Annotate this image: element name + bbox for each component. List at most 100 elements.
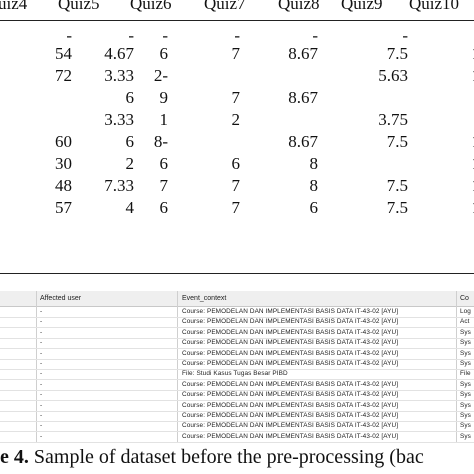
log-row[interactable]: - File: Studi Kasus Tugas Besar PIBD File [0, 369, 474, 381]
column-divider [177, 291, 178, 443]
figure-caption: e 4. Sample of dataset before the pre-pr… [0, 446, 474, 474]
table-cell: 3.33 [104, 110, 134, 129]
component-cell: Sys [460, 422, 471, 430]
event-context-cell: Course: PEMODELAN DAN IMPLEMENTASI BASIS… [182, 391, 399, 399]
table-cell: 1 [472, 44, 474, 64]
header-event-context[interactable]: Event_context [182, 295, 227, 302]
table-cell: 48 [55, 176, 72, 195]
table-cell: - [312, 26, 318, 45]
table-cell: 72 [55, 66, 72, 85]
table-cell: 2 [125, 154, 135, 173]
table-row: 57 4 6 7 6 7.5 1 [0, 198, 474, 220]
affected-user-cell: - [40, 401, 43, 409]
table-cell: 2- [153, 66, 168, 85]
table-cell: 3.33 [104, 66, 134, 85]
component-cell: Sys [460, 401, 471, 409]
log-row[interactable]: - Course: PEMODELAN DAN IMPLEMENTASI BASI… [0, 432, 474, 443]
component-cell: Sys [460, 349, 471, 357]
table-cell: 8 [309, 176, 319, 195]
log-row[interactable]: - Course: PEMODELAN DAN IMPLEMENTASI BASI… [0, 390, 474, 402]
affected-user-cell: - [40, 391, 43, 399]
log-row[interactable]: - Course: PEMODELAN DAN IMPLEMENTASI BASI… [0, 411, 474, 422]
table-cell: 3.75 [378, 110, 408, 129]
table-row: 30 2 6 6 8 1 [0, 154, 474, 176]
component-cell: Log [460, 308, 471, 315]
table-cell: 7.5 [386, 176, 408, 195]
log-row[interactable]: - Course: PEMODELAN DAN IMPLEMENTASI BASI… [0, 349, 474, 360]
scores-table: uiz4 Quiz5 Quiz6 Quiz7 Quiz8 Quiz9 Quiz1… [0, 0, 474, 274]
affected-user-cell: - [40, 318, 43, 326]
log-row[interactable]: - Course: PEMODELAN DAN IMPLEMENTASI BASI… [0, 401, 474, 412]
table-row: 3.33 1 2 3.75 [0, 110, 474, 132]
component-cell: File [460, 370, 471, 378]
affected-user-cell: - [40, 412, 43, 419]
log-row[interactable]: - Course: PEMODELAN DAN IMPLEMENTASI BASI… [0, 317, 474, 329]
table-cell: 1 [472, 154, 474, 174]
table-cell: 6 [159, 44, 169, 63]
log-table-header: Affected user Event_context Co [0, 291, 474, 307]
log-row[interactable]: - Course: PEMODELAN DAN IMPLEMENTASI BASI… [0, 359, 474, 370]
header-quiz5: Quiz5 [58, 0, 100, 13]
affected-user-cell: - [40, 349, 43, 357]
event-context-cell: Course: PEMODELAN DAN IMPLEMENTASI BASIS… [182, 380, 399, 388]
table-cell: 6 [159, 154, 169, 173]
event-context-cell: Course: PEMODELAN DAN IMPLEMENTASI BASIS… [182, 422, 399, 430]
affected-user-cell: - [40, 422, 43, 430]
table-cell: 5.63 [378, 66, 408, 85]
table-cell: 30 [55, 154, 72, 173]
table-cell: - [402, 26, 408, 45]
table-cell: 8.67 [288, 132, 318, 151]
table-cell: 7.33 [104, 176, 134, 195]
scores-table-header: uiz4 Quiz5 Quiz6 Quiz7 Quiz8 Quiz9 Quiz1… [0, 0, 474, 16]
log-table: Affected user Event_context Co - Course: … [0, 291, 474, 443]
table-cell: 6 [231, 154, 241, 173]
event-context-cell: Course: PEMODELAN DAN IMPLEMENTASI BASIS… [182, 401, 399, 409]
table-row: ------ [0, 26, 474, 48]
table-cell: 6 [125, 132, 135, 151]
table-cell: 2 [231, 110, 241, 129]
table-cell: - [162, 26, 168, 45]
table-cell: 54 [55, 44, 72, 63]
event-context-cell: Course: PEMODELAN DAN IMPLEMENTASI BASIS… [182, 349, 399, 357]
log-row[interactable]: - Course: PEMODELAN DAN IMPLEMENTASI BASI… [0, 338, 474, 350]
event-context-cell: Course: PEMODELAN DAN IMPLEMENTASI BASIS… [182, 432, 399, 440]
header-quiz10: Quiz10 [409, 0, 460, 13]
table-cell: 4 [125, 198, 135, 217]
table-cell: 7 [231, 198, 241, 217]
affected-user-cell: - [40, 432, 43, 440]
log-row[interactable]: - Course: PEMODELAN DAN IMPLEMENTASI BASI… [0, 421, 474, 433]
table-cell: - [234, 26, 240, 45]
component-cell: Sys [460, 412, 471, 419]
event-context-cell: Course: PEMODELAN DAN IMPLEMENTASI BASIS… [182, 412, 399, 419]
header-component[interactable]: Co [460, 295, 469, 302]
header-quiz4: uiz4 [0, 0, 28, 13]
header-quiz6: Quiz6 [130, 0, 172, 13]
log-row[interactable]: - Course: PEMODELAN DAN IMPLEMENTASI BASI… [0, 328, 474, 339]
table-cell: 1 [472, 198, 474, 218]
table-cell: 60 [55, 132, 72, 151]
table-cell: 1 [159, 110, 169, 129]
event-context-cell: Course: PEMODELAN DAN IMPLEMENTASI BASIS… [182, 328, 399, 336]
log-row[interactable]: - Course: PEMODELAN DAN IMPLEMENTASI BASI… [0, 380, 474, 391]
table-row: 48 7.33 7 7 8 7.5 1 [0, 176, 474, 198]
table-cell: 6 [309, 198, 319, 217]
table-cell: 7 [231, 176, 241, 195]
table-bottom-rule [0, 273, 474, 274]
affected-user-cell: - [40, 370, 43, 378]
component-cell: Sys [460, 328, 471, 336]
affected-user-cell: - [40, 380, 43, 388]
affected-user-cell: - [40, 308, 43, 315]
header-quiz9: Quiz9 [341, 0, 383, 13]
table-cell: 57 [55, 198, 72, 217]
component-cell: Sys [460, 339, 471, 347]
log-row[interactable]: - Course: PEMODELAN DAN IMPLEMENTASI BASI… [0, 307, 474, 318]
header-affected-user[interactable]: Affected user [40, 295, 82, 302]
figure-label: e 4. [0, 446, 29, 468]
table-cell: 7 [231, 44, 241, 63]
table-cell: - [128, 26, 134, 45]
table-cell: 4.67 [104, 44, 134, 63]
table-cell: 8.67 [288, 88, 318, 107]
header-rule [0, 20, 474, 21]
table-cell: 1 [472, 66, 474, 86]
event-context-cell: Course: PEMODELAN DAN IMPLEMENTASI BASIS… [182, 360, 399, 367]
